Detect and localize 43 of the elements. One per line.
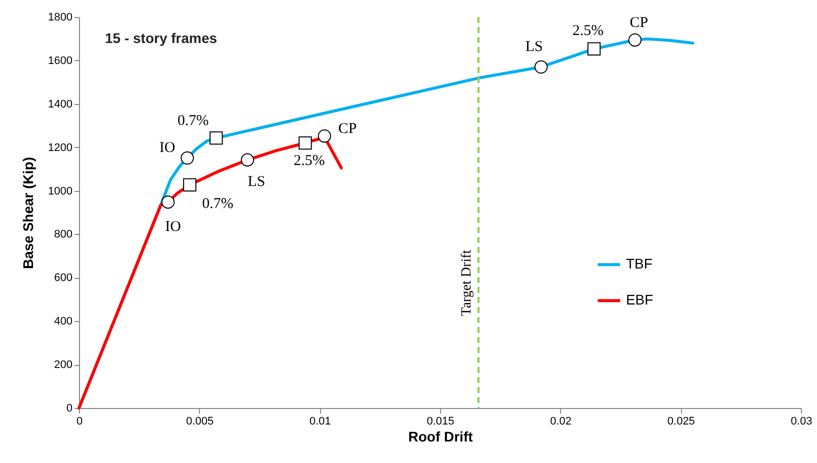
legend-label: TBF	[626, 256, 652, 272]
point	[210, 131, 223, 145]
x-tick-label: 0	[76, 416, 83, 428]
point	[180, 151, 194, 165]
y-tick-label: 1000	[48, 185, 72, 198]
point	[628, 33, 642, 47]
y-tick-label: 1200	[48, 142, 72, 154]
y-tick-label: 1800	[48, 12, 72, 24]
y-tick-label: 1600	[48, 54, 72, 67]
annotation: 2.5%	[572, 22, 604, 39]
y-tick-label: 400	[54, 316, 72, 328]
annotation: CP	[338, 121, 357, 138]
annotation: CP	[630, 15, 648, 32]
annotation: LS	[525, 38, 543, 55]
y-tick-label: 0	[66, 402, 72, 414]
x-tick-label: 0.015	[426, 416, 454, 428]
point	[318, 129, 332, 143]
x-axis-title: Roof Drift	[408, 428, 474, 444]
y-tick-label: 200	[54, 359, 72, 372]
ref-line-label: Target Drift	[460, 250, 475, 316]
point	[298, 136, 312, 150]
annotation: IO	[159, 140, 176, 156]
point	[183, 178, 196, 192]
point	[534, 60, 548, 74]
annotation: LS	[248, 174, 266, 190]
y-tick-label: 800	[54, 228, 72, 241]
x-tick-label: 0.02	[550, 416, 572, 428]
x-tick-label: 0.03	[790, 416, 812, 428]
annotation: 2.5%	[294, 152, 325, 169]
y-tick-label: 1400	[48, 98, 72, 110]
y-axis-title: Base Shear (Kip)	[20, 156, 36, 270]
annotation: 15 - story frames	[105, 30, 218, 46]
x-tick-label: 0.01	[309, 416, 331, 428]
point	[587, 42, 601, 56]
annotation: 0.7%	[202, 196, 234, 212]
x-tick-label: 0.005	[186, 416, 214, 428]
annotation: IO	[165, 219, 182, 236]
y-tick-label: 600	[54, 272, 72, 284]
legend-label: EBF	[626, 292, 654, 308]
x-tick-label: 0.025	[667, 416, 695, 428]
annotation: 0.7%	[178, 112, 209, 129]
point	[240, 153, 254, 167]
point	[161, 195, 175, 209]
